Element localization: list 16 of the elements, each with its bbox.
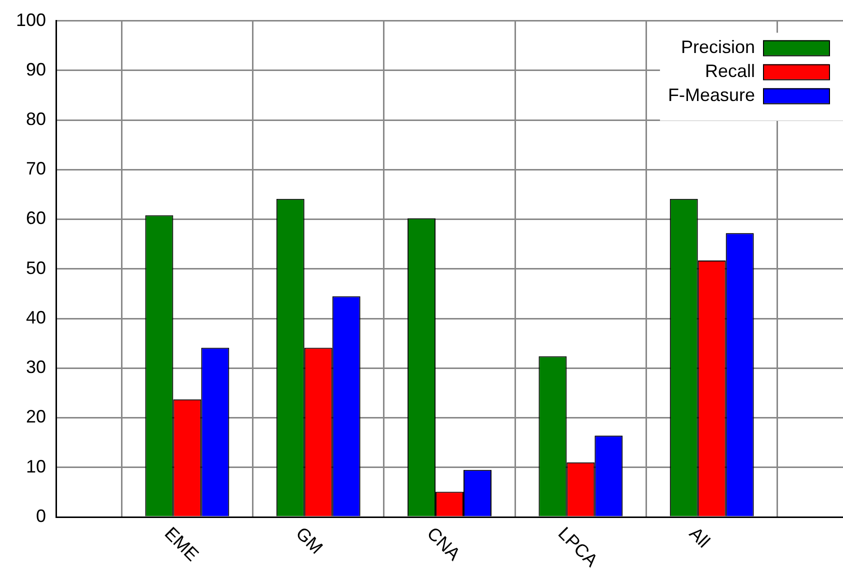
legend-label: F-Measure	[668, 84, 755, 105]
y-tick-label: 60	[26, 208, 46, 228]
x-tick-label: All	[685, 523, 714, 552]
y-tick-label: 20	[26, 406, 46, 427]
legend-label: Precision	[680, 36, 755, 57]
y-tick-label: 0	[36, 506, 46, 526]
legend-label: Recall	[704, 60, 755, 81]
y-tick-label: 30	[26, 357, 46, 378]
x-tick-label: GM	[292, 523, 327, 558]
y-tick-label: 10	[26, 456, 46, 476]
y-tick-label: 50	[26, 258, 46, 278]
y-tick-label: 40	[26, 307, 46, 328]
y-tick-label: 80	[26, 109, 46, 130]
y-tick-label: 100	[16, 10, 46, 30]
y-tick-label: 70	[26, 158, 46, 179]
y-tick-label: 90	[26, 59, 46, 80]
